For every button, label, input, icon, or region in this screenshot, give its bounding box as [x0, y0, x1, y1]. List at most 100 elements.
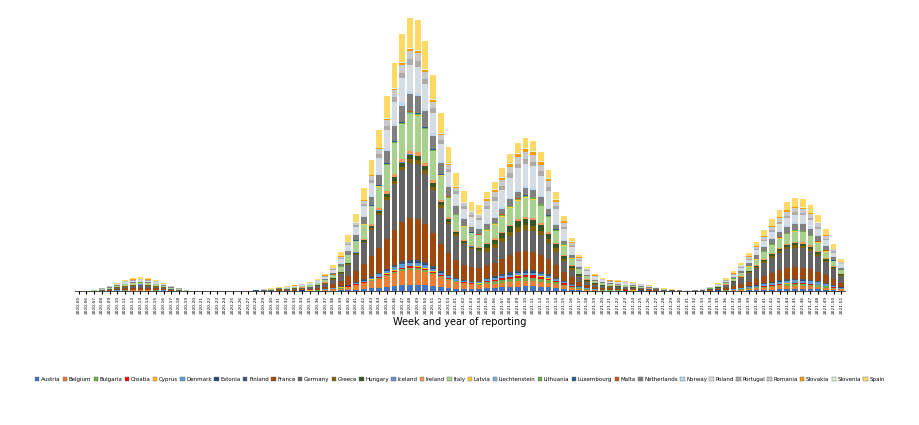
Bar	[360, 200, 367, 201]
Bar	[330, 265, 335, 268]
Bar	[345, 251, 351, 255]
Bar	[399, 285, 404, 292]
Bar	[391, 181, 397, 184]
Bar	[422, 79, 427, 85]
Bar	[568, 255, 574, 258]
Bar	[515, 190, 520, 192]
Bar	[337, 289, 343, 290]
Bar	[314, 279, 320, 280]
Bar	[522, 164, 528, 187]
Bar	[383, 118, 390, 119]
Bar	[522, 286, 528, 292]
Bar	[430, 286, 436, 292]
Bar	[383, 149, 390, 151]
Bar	[414, 53, 420, 61]
Bar	[476, 249, 482, 251]
Bar	[476, 228, 482, 229]
Bar	[391, 127, 397, 141]
Bar	[322, 275, 328, 276]
Bar	[437, 135, 443, 140]
Bar	[376, 187, 381, 208]
Bar	[345, 245, 351, 250]
Bar	[483, 252, 489, 265]
Bar	[538, 197, 543, 204]
Bar	[807, 205, 812, 213]
Bar	[576, 261, 582, 266]
Bar	[137, 291, 143, 292]
Bar	[822, 229, 828, 235]
Bar	[722, 288, 728, 290]
Bar	[483, 244, 489, 248]
Bar	[399, 167, 404, 170]
Bar	[414, 50, 420, 51]
Bar	[499, 190, 505, 207]
Bar	[761, 240, 766, 241]
Bar	[791, 231, 797, 232]
Bar	[522, 188, 528, 195]
Bar	[830, 269, 835, 279]
Bar	[538, 165, 543, 171]
Bar	[284, 290, 289, 291]
Bar	[345, 265, 351, 276]
Bar	[630, 288, 635, 289]
Bar	[445, 186, 451, 187]
Bar	[399, 123, 404, 124]
Bar	[499, 216, 505, 217]
Bar	[376, 277, 381, 278]
Bar	[414, 20, 420, 50]
Bar	[515, 164, 520, 168]
Bar	[607, 283, 612, 284]
Bar	[506, 225, 513, 227]
Bar	[422, 265, 427, 268]
Bar	[545, 181, 550, 187]
Bar	[791, 224, 797, 230]
Bar	[784, 225, 789, 227]
Bar	[330, 270, 335, 272]
Bar	[506, 163, 513, 164]
Bar	[468, 201, 474, 212]
Bar	[745, 267, 751, 271]
Bar	[330, 289, 335, 291]
Bar	[807, 286, 812, 289]
Bar	[468, 227, 474, 232]
Bar	[430, 266, 436, 268]
Bar	[468, 281, 474, 282]
Bar	[561, 261, 566, 272]
Bar	[568, 245, 574, 247]
Bar	[376, 275, 381, 277]
Bar	[568, 284, 574, 285]
Bar	[830, 267, 835, 268]
Bar	[122, 282, 128, 283]
Bar	[422, 111, 427, 127]
Bar	[529, 226, 536, 231]
Bar	[799, 244, 805, 246]
Bar	[753, 290, 758, 292]
Bar	[737, 273, 743, 276]
Bar	[399, 103, 404, 106]
Bar	[561, 256, 566, 259]
Bar	[584, 285, 589, 288]
Bar	[360, 206, 367, 216]
Bar	[499, 207, 505, 209]
Bar	[652, 289, 659, 290]
Bar	[406, 49, 413, 51]
Bar	[768, 287, 774, 289]
Bar	[360, 201, 367, 204]
Bar	[522, 270, 528, 272]
Bar	[522, 275, 528, 278]
Bar	[776, 253, 782, 270]
Bar	[422, 70, 427, 72]
Bar	[614, 287, 620, 289]
Bar	[460, 289, 466, 292]
Bar	[345, 250, 351, 251]
Bar	[614, 286, 620, 287]
Bar	[506, 236, 513, 255]
Bar	[814, 215, 820, 222]
Bar	[737, 266, 743, 267]
Bar	[791, 279, 797, 280]
Bar	[545, 238, 550, 243]
Bar	[761, 286, 766, 288]
Bar	[730, 291, 735, 292]
Bar	[561, 286, 566, 289]
Bar	[468, 246, 474, 248]
